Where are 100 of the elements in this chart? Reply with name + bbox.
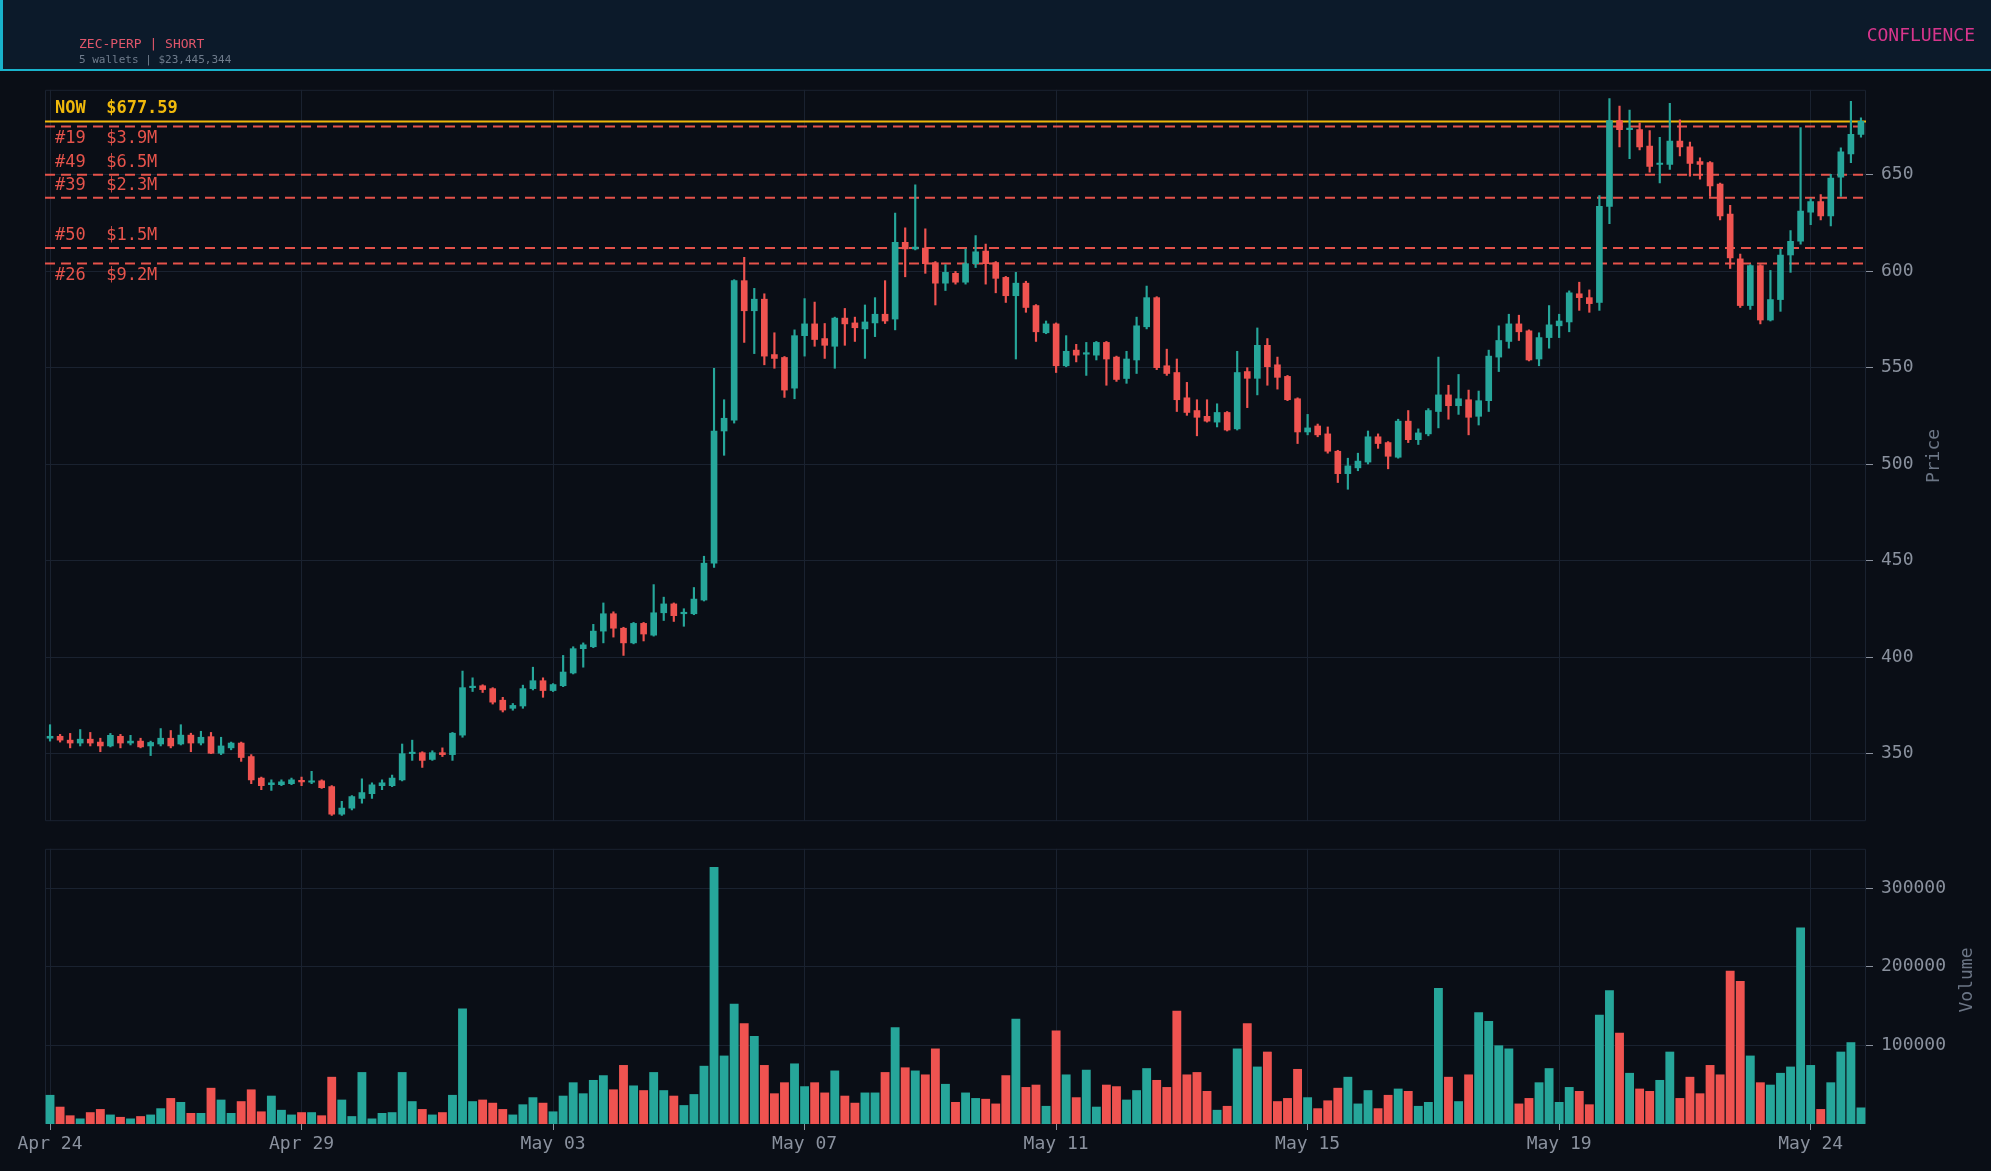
bar [1464,1074,1474,1124]
y-tick-label: 350 [1881,741,1914,763]
bar [1534,1082,1544,1124]
bar [367,1118,377,1124]
bar [1444,1076,1453,1124]
x-tick-label: May 24 [1778,1132,1844,1154]
bar [1071,1097,1081,1124]
y-tick-label: 650 [1881,162,1914,184]
bar [941,1083,950,1124]
bar [427,1114,437,1124]
bar [1303,1097,1313,1124]
bar [1856,1107,1866,1124]
x-tick-label: May 11 [1023,1132,1089,1154]
bar [910,1070,920,1124]
y-tick-label: 100000 [1881,1033,1947,1055]
bar [1232,1048,1242,1124]
bar [1454,1101,1463,1124]
bar [136,1116,145,1124]
y-tick-label: 300000 [1881,875,1947,897]
bar [1252,1066,1262,1124]
bar [126,1118,135,1124]
bar [900,1067,910,1124]
bar [1625,1072,1634,1124]
chart-subtitle: 5 wallets | $23,445,344 [79,53,232,67]
candlestick [1626,109,1633,160]
bar [307,1112,317,1124]
bar [1222,1105,1232,1124]
bar [1685,1076,1695,1124]
bar [1061,1074,1071,1124]
bar [1403,1090,1413,1124]
candlestick [298,776,305,787]
bar [669,1095,679,1124]
bar [105,1114,115,1124]
bar [1242,1023,1252,1124]
bar [1212,1109,1222,1124]
bar [176,1101,186,1124]
bar [739,1023,749,1124]
bar [1816,1109,1826,1124]
bar [1745,1055,1755,1124]
bar [880,1072,890,1124]
bar [1514,1103,1524,1124]
ref-line-label: #39 $2.3M [55,173,158,194]
bar [196,1112,206,1124]
y-tick-label: 400 [1881,644,1914,666]
y-tick-label: 500 [1881,451,1914,473]
bar [417,1109,427,1124]
text: CONFLUENCE [1866,24,1975,46]
bar [1524,1098,1534,1124]
bar [1615,1032,1624,1124]
bar [75,1118,85,1124]
bar [548,1111,558,1124]
bar [1705,1065,1715,1124]
ref-line-label: NOW $677.59 [55,97,178,118]
x-tick-label: May 19 [1526,1132,1592,1154]
bar [1373,1108,1383,1124]
y-tick-label: 450 [1881,548,1914,570]
x-tick-label: Apr 24 [17,1132,83,1154]
y-tick-label: 550 [1881,355,1914,377]
x-tick-label: May 07 [772,1132,838,1154]
bar [166,1098,176,1124]
y-axis-title: Volume [1955,947,1976,1013]
bar [830,1070,840,1124]
bar [1192,1072,1202,1124]
bar [116,1116,125,1124]
bar [1031,1084,1041,1124]
ref-line-label: #19 $3.9M [55,127,158,148]
candlestick [1445,384,1452,420]
x-tick-label: May 03 [520,1132,586,1154]
bar [1021,1087,1031,1124]
bar [226,1112,236,1124]
bar [206,1087,216,1124]
bar [437,1112,447,1124]
ref-line-label: #50 $1.5M [55,223,158,244]
x-tick-label: Apr 29 [269,1132,335,1154]
bar [749,1035,759,1124]
x-tick-label: May 15 [1275,1132,1341,1154]
bar [377,1112,387,1124]
bar [1755,1082,1765,1124]
chart-title: ZEC-PERP | SHORT [79,36,205,52]
bar [629,1085,638,1124]
bar [1343,1076,1353,1124]
bar [297,1112,306,1124]
bar [45,1094,55,1124]
bar [951,1101,960,1124]
bar [1675,1098,1685,1124]
bar [528,1097,538,1124]
bar [1011,1018,1021,1124]
bar [1383,1094,1393,1124]
bar [709,866,719,1124]
bar [1041,1105,1051,1124]
y-tick-label: 600 [1881,258,1914,280]
ref-line-label: #49 $6.5M [55,150,158,171]
y-axis-title: Price [1922,428,1943,483]
bar [1202,1090,1212,1124]
bar [699,1065,709,1124]
bar [186,1112,196,1124]
bar [890,1027,900,1124]
candlestick [1787,230,1794,273]
ref-line-label: #26 $9.2M [55,264,158,285]
bar [1695,1093,1705,1124]
